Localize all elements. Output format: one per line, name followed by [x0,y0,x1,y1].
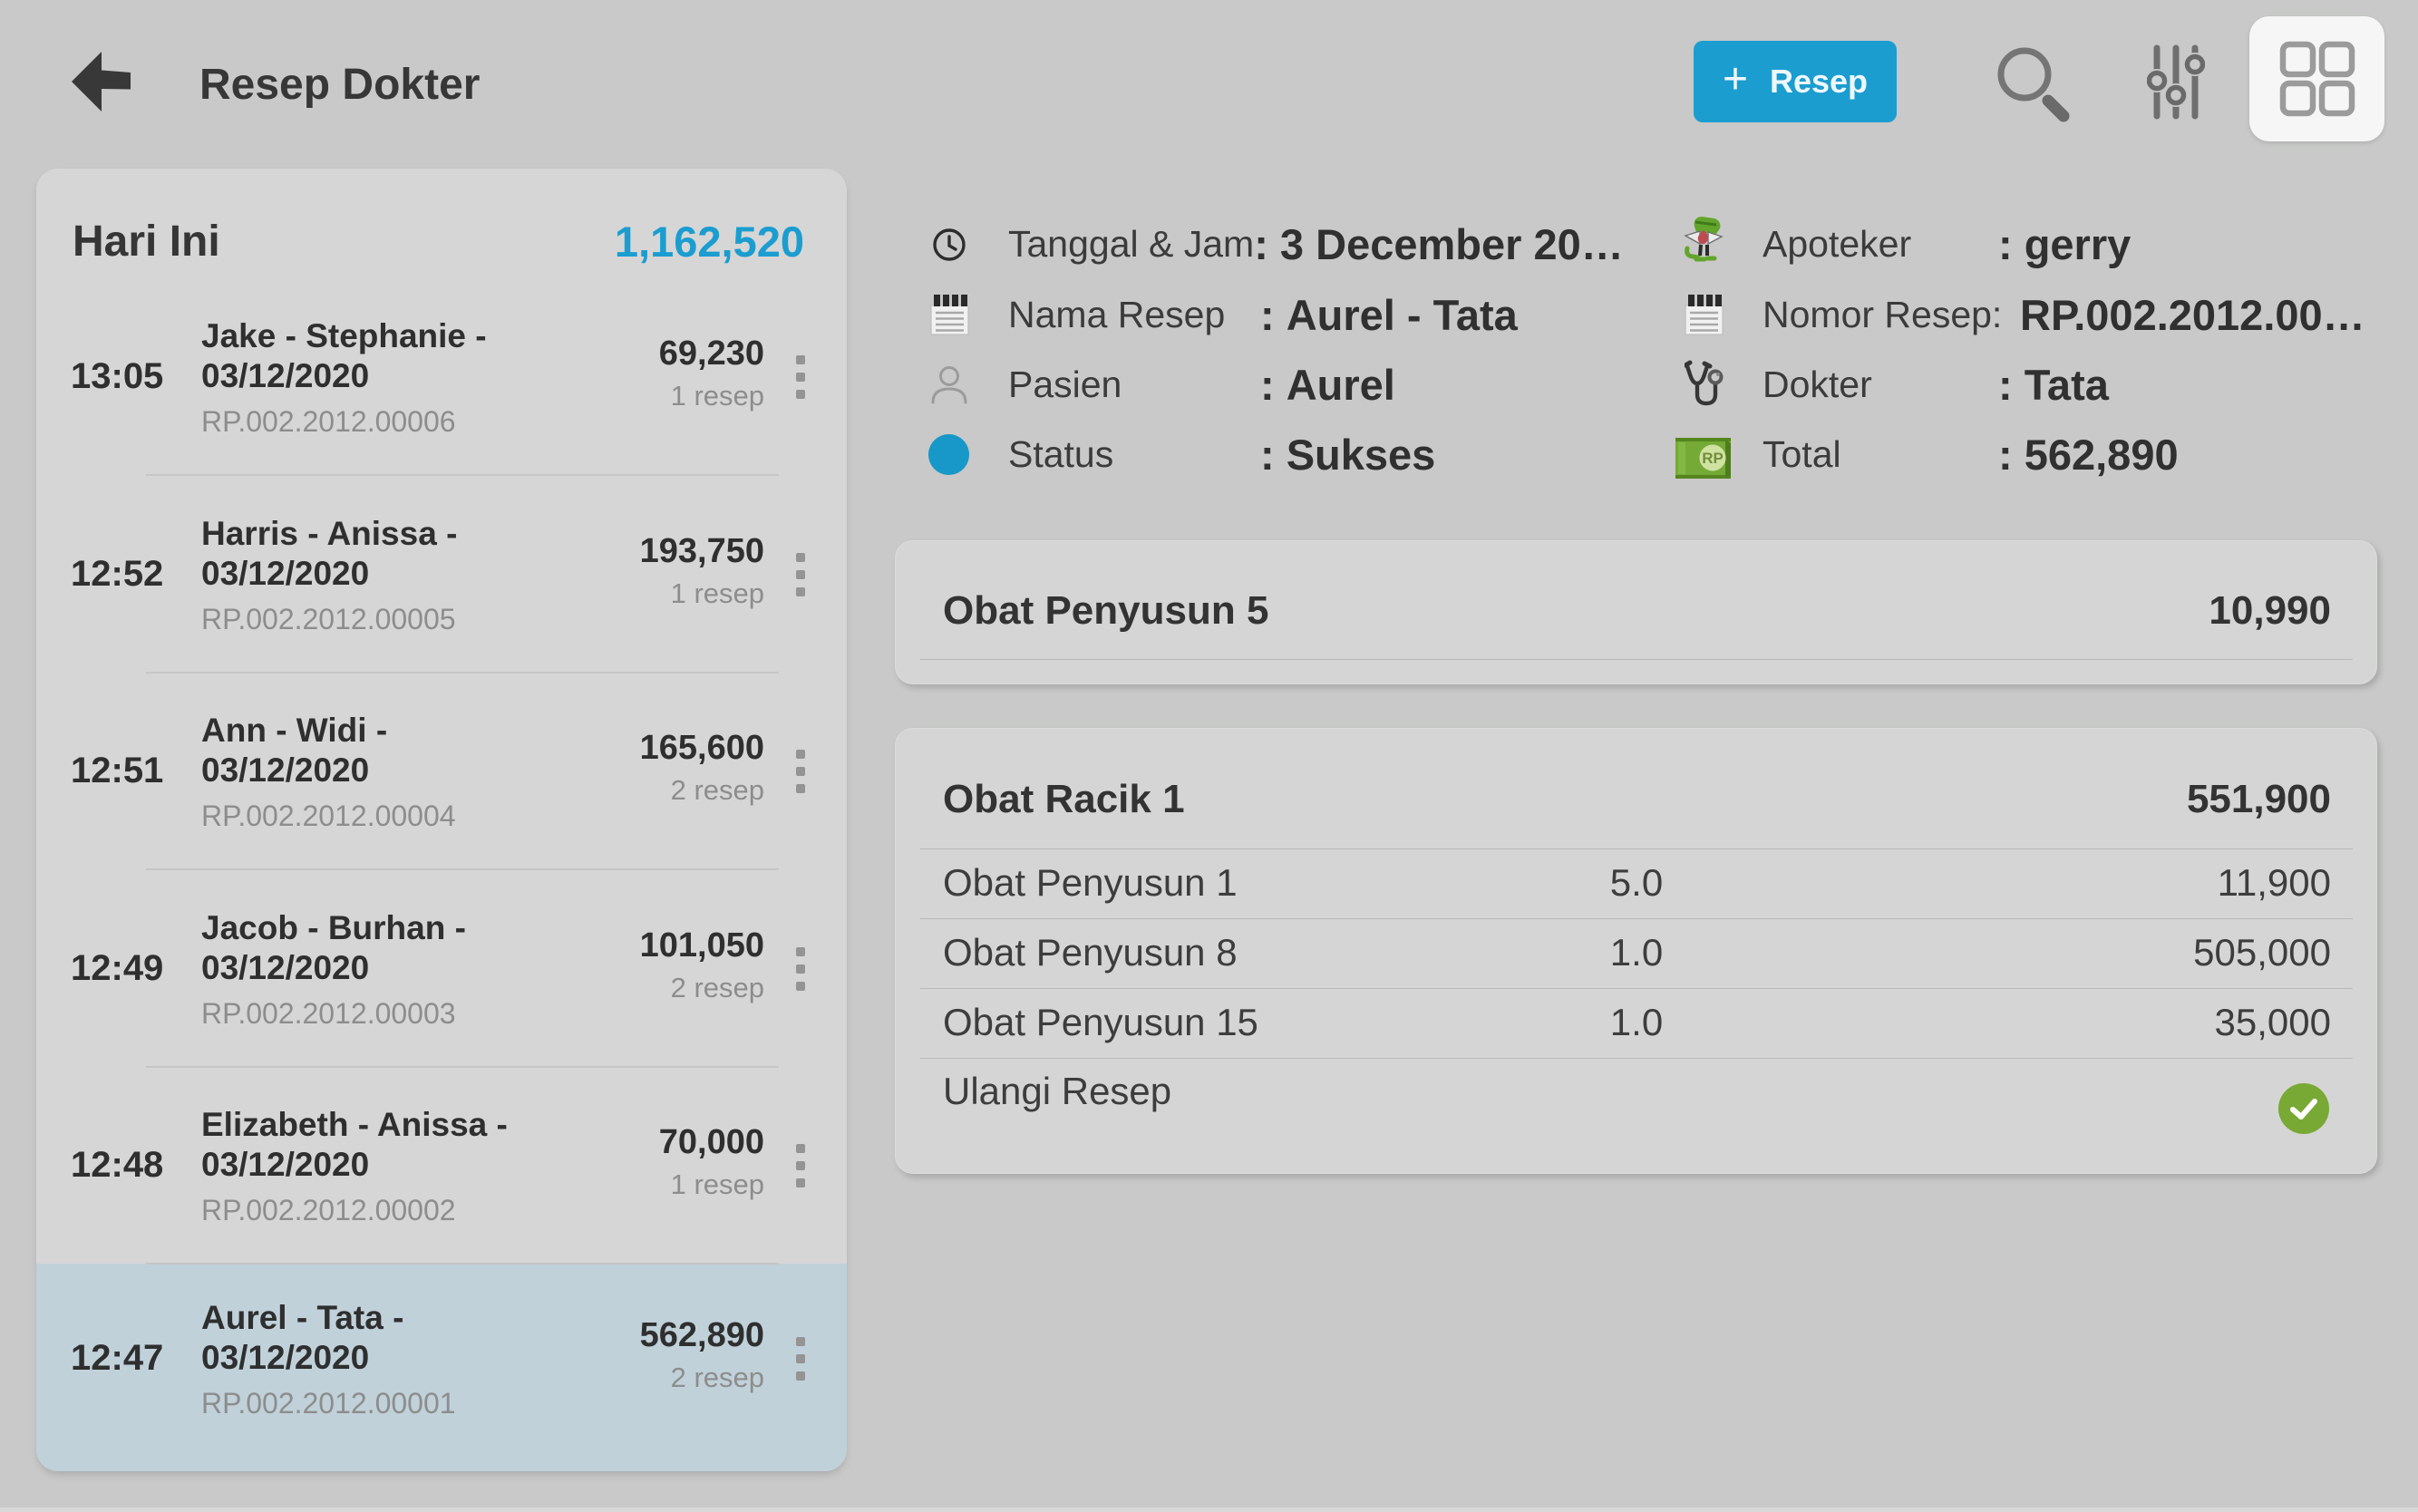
svg-text:RP: RP [1702,450,1724,467]
